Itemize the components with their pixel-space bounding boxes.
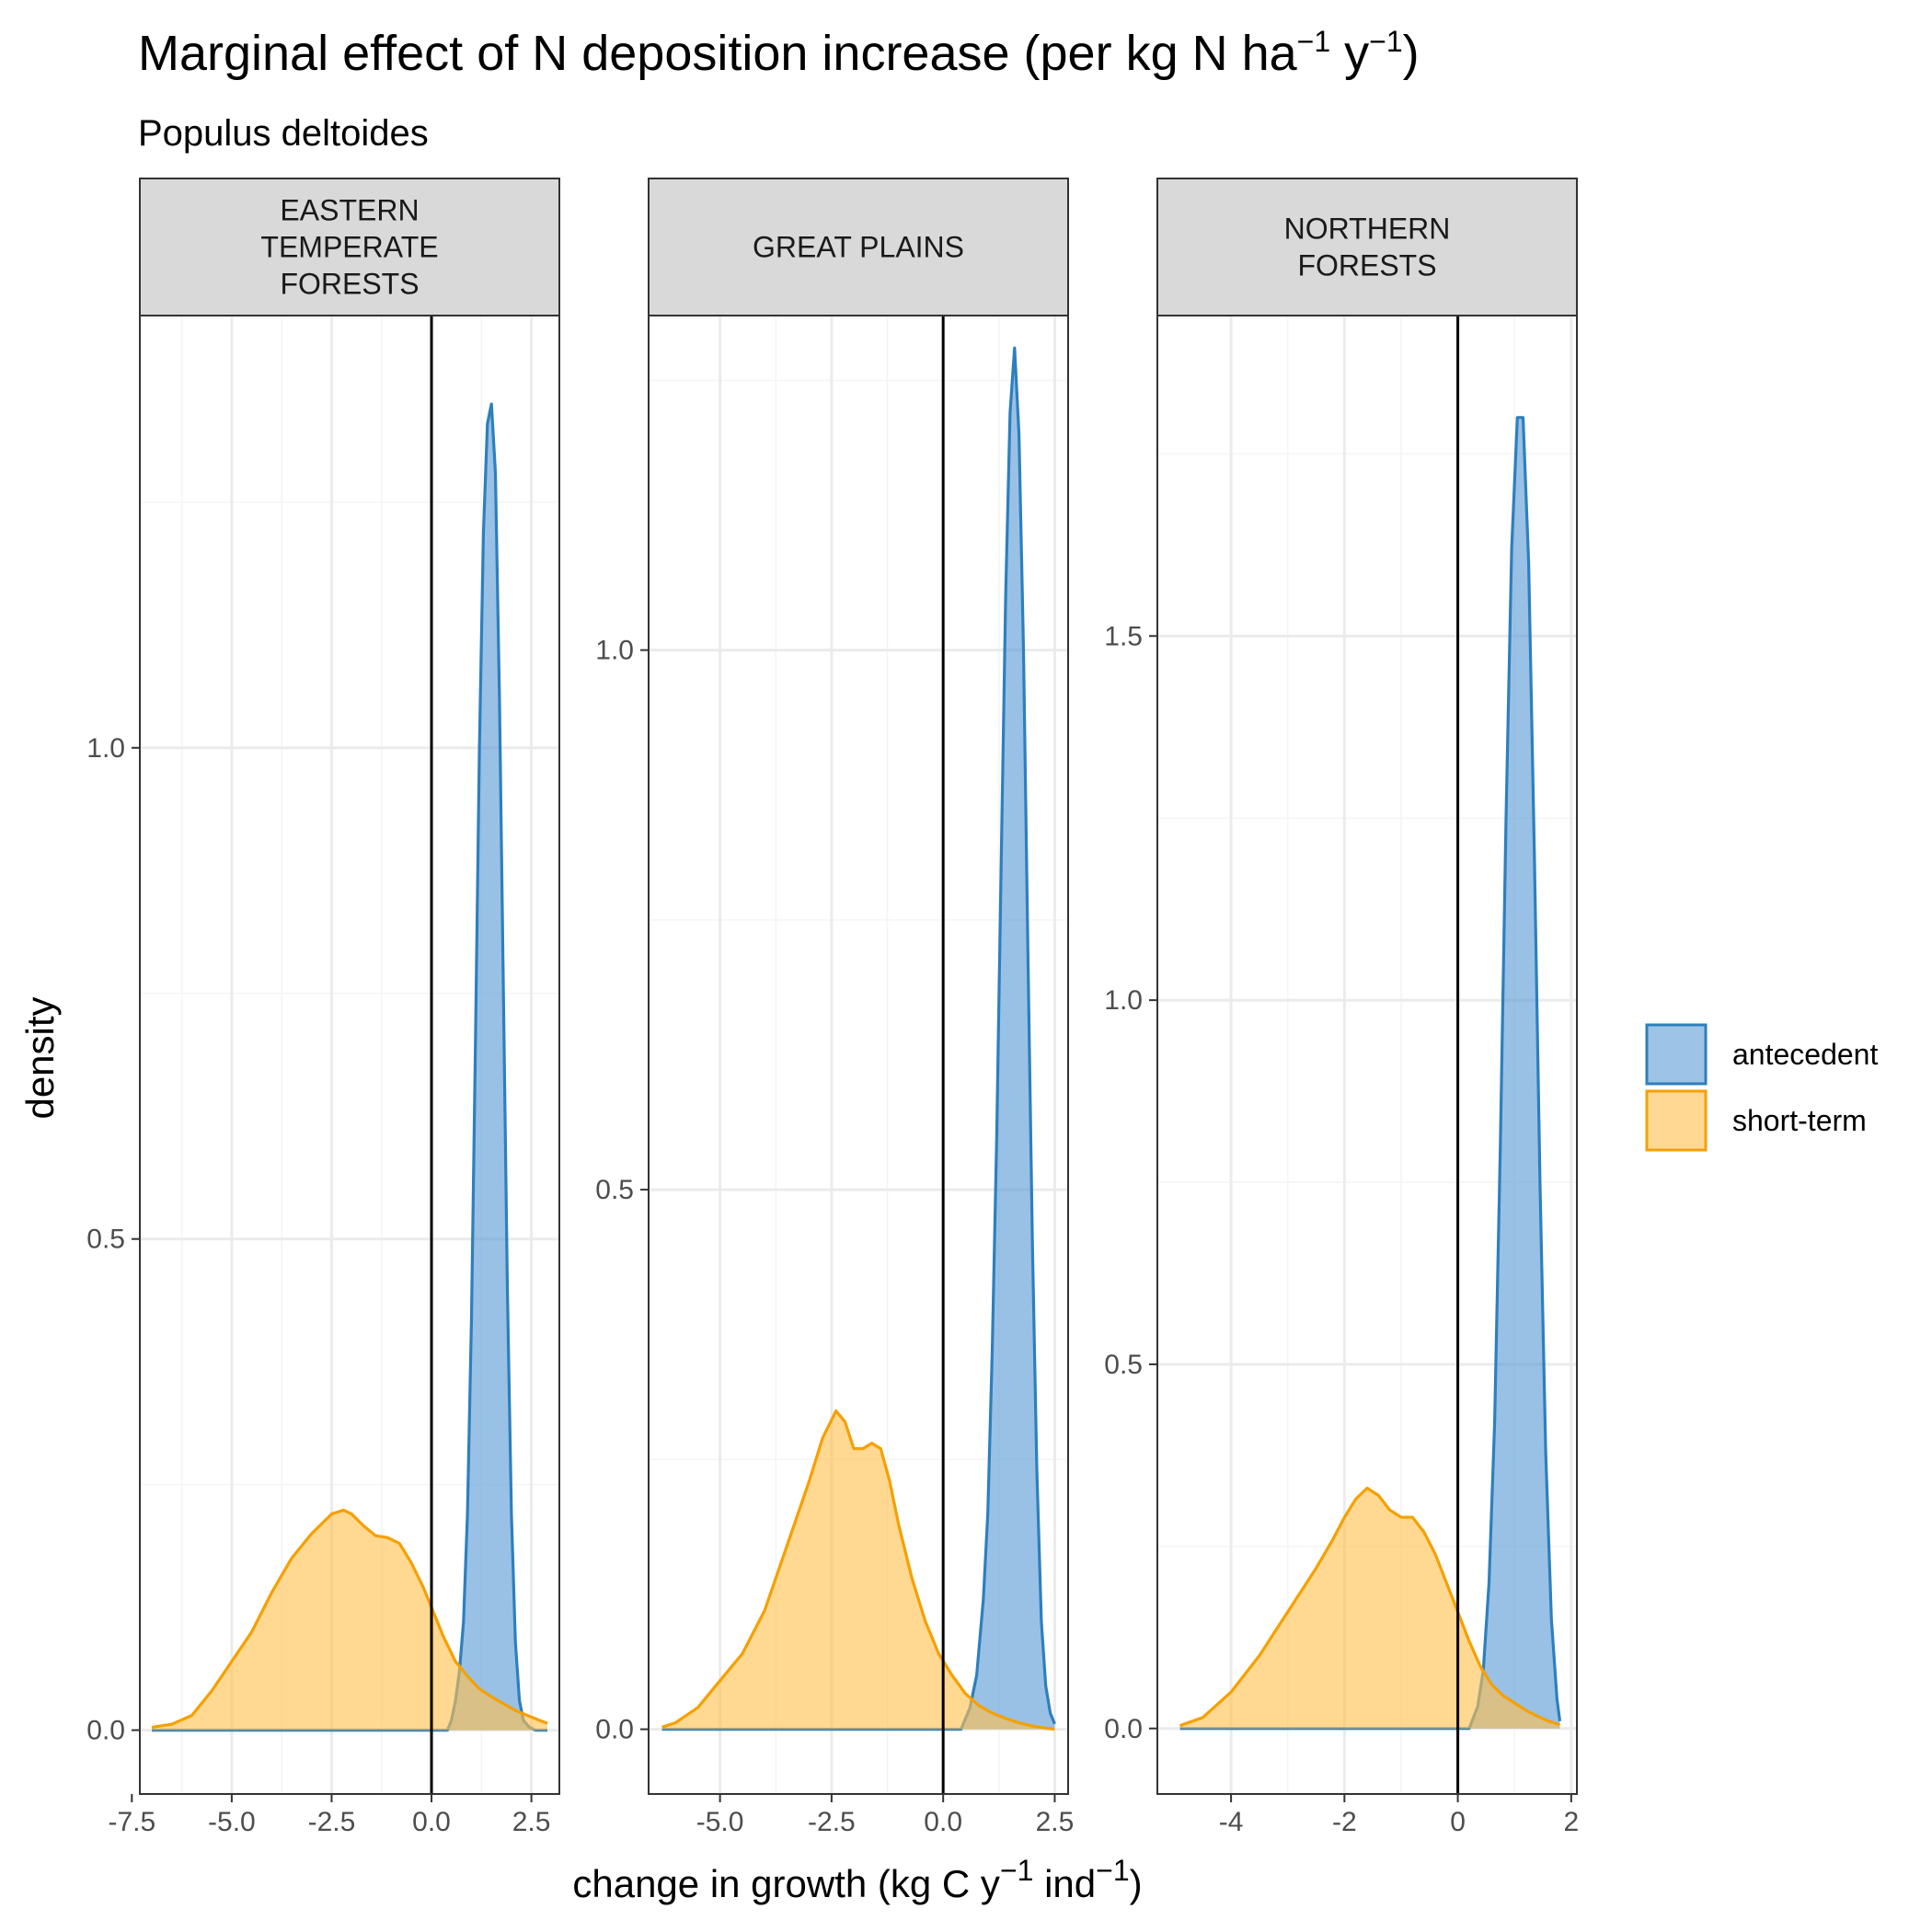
facet-strip (1156, 178, 1578, 316)
y-tick-label: 1.0 (595, 636, 634, 666)
y-tick-label: 1.0 (1104, 985, 1143, 1016)
chart-title-mid: y (1330, 26, 1369, 81)
density-area-short-term (661, 1410, 1055, 1730)
facet-panels: EASTERN TEMPERATE FORESTS -7.5 -5.0 -2.5 0.0 2.… (86, 178, 1579, 1837)
x-tick-label: 2.5 (1036, 1807, 1075, 1837)
chart-subtitle: Populus deltoides (138, 113, 429, 154)
facet-strip (648, 178, 1069, 316)
y-tick-label: 0.5 (1104, 1350, 1143, 1380)
panel-border (648, 315, 1069, 1795)
x-tick-label: -7.5 (108, 1807, 155, 1837)
facet-strip (139, 178, 560, 316)
y-tick-label: 0.5 (86, 1225, 125, 1255)
y-tick-label: 0.0 (86, 1716, 125, 1746)
legend: antecedent short-term (1645, 1023, 1878, 1152)
facet-strip-label: EASTERN (280, 194, 419, 227)
chart-title-sup2: −1 (1369, 25, 1402, 58)
density-area-short-term (1179, 1488, 1560, 1729)
density-area-antecedent (152, 404, 547, 1731)
chart-title: Marginal effect of N deposition increase… (138, 25, 1420, 81)
x-axis-title-mid: ind (1033, 1862, 1096, 1905)
facet-strip-label: FORESTS (280, 268, 419, 301)
x-axis-title: change in growth (kg C y−1 ind−1) (572, 1854, 1142, 1905)
chart-title-main: Marginal effect of N deposition increase… (138, 26, 1298, 81)
facet-strip-label: FORESTS (1297, 249, 1436, 282)
density-area-antecedent (661, 348, 1055, 1730)
x-tick-label: 0.0 (412, 1807, 451, 1837)
y-tick-label: 0.0 (595, 1715, 634, 1745)
x-tick-label: 0 (1450, 1807, 1466, 1837)
legend-label-antecedent: antecedent (1732, 1038, 1878, 1071)
x-tick-label: -2 (1332, 1807, 1357, 1837)
density-line-short-term (1179, 1486, 1560, 1728)
facet-panel-1: EASTERN TEMPERATE FORESTS -7.5 -5.0 -2.5 0.0 2.… (86, 178, 560, 1837)
chart-title-sup1: −1 (1297, 25, 1330, 58)
facet-strip-label: GREAT PLAINS (753, 231, 964, 264)
x-tick-label: -2.5 (808, 1807, 856, 1837)
x-tick-label: -5.0 (696, 1807, 744, 1837)
density-line-short-term (151, 1508, 548, 1729)
density-line-antecedent (661, 346, 1056, 1731)
x-axis-title-end: ) (1130, 1862, 1143, 1905)
chart-title-end: ) (1403, 26, 1420, 81)
y-axis-title: density (18, 996, 62, 1119)
density-area-short-term (152, 1510, 547, 1731)
x-axis-title-sup2: −1 (1096, 1854, 1129, 1887)
x-axis-title-sup1: −1 (1000, 1854, 1033, 1887)
y-tick-label: 0.0 (1104, 1714, 1143, 1744)
density-line-short-term (661, 1409, 1055, 1731)
legend-label-short-term: short-term (1732, 1104, 1867, 1137)
legend-key-antecedent (1645, 1023, 1708, 1086)
facet-strip-label: TEMPERATE (260, 231, 438, 264)
x-tick-label: 2.5 (512, 1807, 551, 1837)
panel-border (1156, 315, 1578, 1795)
y-tick-label: 1.5 (1104, 621, 1143, 651)
x-tick-label: -2.5 (308, 1807, 356, 1837)
y-tick-label: 1.0 (86, 733, 125, 764)
x-tick-label: -4 (1219, 1807, 1244, 1837)
legend-key-short-term (1645, 1089, 1708, 1152)
x-tick-label: 0.0 (924, 1807, 962, 1837)
x-tick-label: 2 (1563, 1807, 1579, 1837)
x-tick-label: -5.0 (208, 1807, 256, 1837)
x-axis-title-main: change in growth (kg C y (572, 1862, 1000, 1905)
facet-strip-label: NORTHERN (1284, 213, 1451, 246)
density-area-antecedent (1179, 417, 1560, 1729)
panel-border (139, 315, 560, 1795)
facet-panel-2: GREAT PLAINS -5.0 -2.5 0.0 2.5 0.0 0.5 1.0 (595, 178, 1074, 1837)
y-tick-label: 0.5 (595, 1175, 634, 1205)
